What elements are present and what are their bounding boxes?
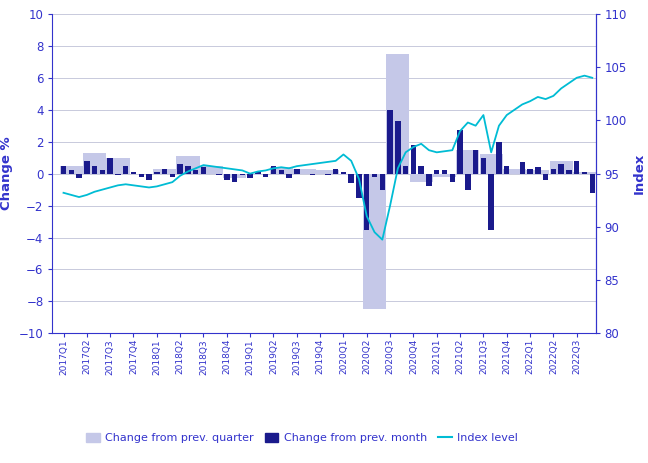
Bar [286,174,292,178]
Bar [193,170,198,174]
Bar [380,174,385,190]
Bar [123,166,128,174]
Bar [223,174,246,178]
Bar [465,174,470,190]
Bar [154,172,159,174]
Bar [481,157,486,174]
Bar [84,161,89,174]
Bar [294,169,299,174]
Bar [270,167,293,174]
Bar [573,172,596,174]
Bar [279,170,284,174]
Legend: Change from prev. quarter, Change from prev. month, Index level: Change from prev. quarter, Change from p… [82,428,522,448]
Bar [178,164,183,174]
Bar [403,166,408,174]
Bar [60,166,83,174]
Bar [349,174,354,183]
Bar [535,167,540,174]
Bar [550,161,573,174]
Bar [176,156,200,174]
Bar [316,170,340,174]
Bar [115,174,121,175]
Bar [246,174,270,175]
Bar [325,174,330,175]
Bar [131,172,136,174]
Bar [590,174,595,193]
Bar [333,169,338,174]
Bar [434,170,439,174]
Bar [559,164,564,174]
Bar [216,174,222,175]
Bar [240,174,245,175]
Bar [248,174,253,178]
Bar [255,172,260,174]
Bar [341,172,346,174]
Bar [363,174,386,309]
Bar [271,166,276,174]
Bar [456,150,480,174]
Bar [372,174,377,177]
Bar [146,174,152,180]
Bar [69,170,74,174]
Bar [232,174,237,181]
Bar [386,54,410,174]
Bar [108,157,113,174]
Bar [520,163,525,174]
Bar [582,172,587,174]
Bar [139,174,144,177]
Bar [473,150,478,174]
Bar [310,174,315,175]
Bar [170,174,175,177]
Bar [526,170,550,174]
Bar [480,155,503,174]
Bar [442,170,447,174]
Bar [457,131,463,174]
Bar [433,174,456,177]
Bar [356,174,362,198]
Bar [504,166,509,174]
Y-axis label: Index: Index [632,153,645,194]
Bar [92,166,97,174]
Bar [419,166,424,174]
Bar [61,166,66,174]
Bar [527,169,533,174]
Bar [364,174,369,230]
Bar [489,174,494,230]
Bar [496,142,502,174]
Bar [503,169,526,174]
Bar [293,169,316,174]
Bar [162,169,167,174]
Bar [83,153,106,174]
Bar [551,169,556,174]
Bar [76,174,82,178]
Bar [411,145,416,174]
Bar [395,121,400,174]
Bar [426,174,432,187]
Y-axis label: Change %: Change % [0,137,13,211]
Bar [200,166,223,174]
Bar [340,174,363,175]
Bar [388,110,393,174]
Bar [543,174,548,180]
Bar [224,174,229,180]
Bar [263,174,268,177]
Bar [410,174,433,181]
Bar [185,166,191,174]
Bar [574,161,579,174]
Bar [153,169,176,174]
Bar [450,174,455,181]
Bar [566,170,572,174]
Bar [100,170,105,174]
Bar [201,167,206,174]
Bar [106,157,130,174]
